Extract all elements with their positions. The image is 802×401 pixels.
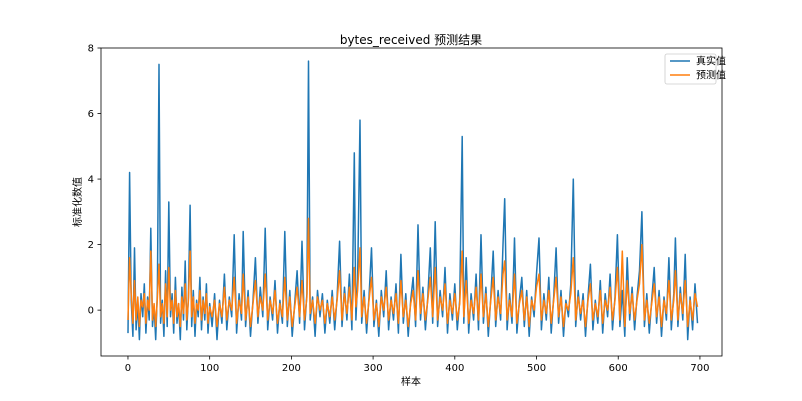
x-tick-label: 100 [200,363,219,374]
x-tick-label: 0 [125,363,131,374]
x-tick-label: 700 [690,363,709,374]
chart-title: bytes_received 预测结果 [340,33,482,47]
plot-area [100,47,723,357]
series-line-predicted [127,217,699,328]
y-axis: 0 2 4 6 8 [88,44,101,317]
x-tick-label: 600 [609,363,628,374]
x-tick-label: 200 [282,363,301,374]
y-tick-label: 0 [88,306,94,317]
series-line-actual [127,60,699,341]
y-tick-label: 2 [88,240,94,251]
legend-label-actual: 真实值 [696,55,726,68]
x-axis-label: 样本 [401,375,421,388]
x-tick-label: 300 [364,363,383,374]
x-axis: 0 100 200 300 400 500 600 700 [125,356,709,374]
y-tick-label: 8 [88,44,94,55]
plot-border [100,47,723,357]
y-tick-label: 4 [88,175,94,186]
x-tick-label: 400 [445,363,464,374]
series-layer [127,60,699,341]
y-tick-label: 6 [88,109,94,120]
y-axis-label: 标准化数值 [71,177,84,227]
legend-label-predicted: 预测值 [696,69,726,82]
legend: 真实值 预测值 [664,53,726,85]
x-tick-label: 500 [527,363,546,374]
